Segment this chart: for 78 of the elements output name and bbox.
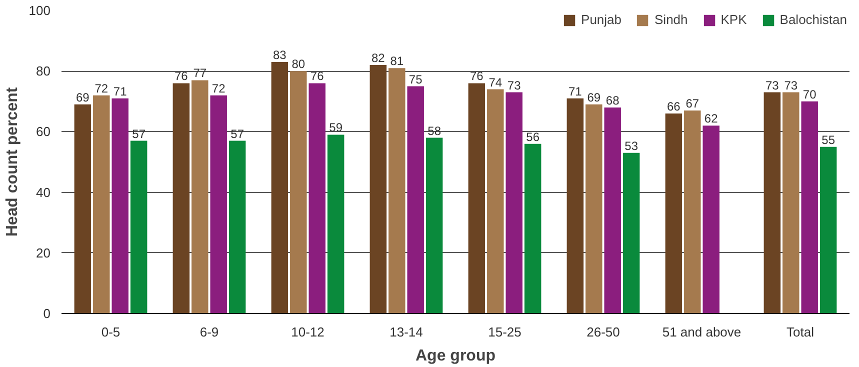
data-label: 67 — [686, 96, 700, 110]
data-label: 82 — [372, 51, 386, 66]
bar — [524, 144, 542, 314]
x-tick-label: 15-25 — [488, 324, 522, 340]
bar — [93, 95, 110, 314]
bar — [112, 98, 128, 314]
bar — [370, 65, 387, 314]
bar — [684, 110, 701, 314]
x-tick-label: Total — [786, 324, 814, 340]
bar — [622, 152, 640, 314]
legend-label: Balochistan — [780, 12, 847, 27]
y-tick-label: 60 — [36, 124, 51, 140]
y-tick-label: 40 — [36, 184, 51, 200]
bar — [74, 104, 92, 314]
bar — [506, 92, 522, 314]
y-tick-label: 0 — [43, 306, 51, 321]
x-tick-label: 6-9 — [200, 324, 219, 340]
data-label: 53 — [624, 138, 638, 153]
x-tick-label: 26-50 — [586, 324, 620, 340]
bar — [566, 98, 584, 314]
data-label: 72 — [212, 81, 226, 96]
data-label: 76 — [310, 69, 324, 84]
bar — [271, 62, 288, 314]
bar — [388, 68, 406, 314]
data-label: 74 — [488, 75, 502, 90]
bar — [820, 146, 837, 314]
data-label: 73 — [766, 78, 780, 92]
x-tick-label: 10-12 — [291, 324, 324, 340]
bar — [604, 107, 621, 314]
bar — [407, 86, 424, 314]
y-tick-label: 20 — [36, 245, 51, 260]
bar — [192, 80, 208, 314]
data-label: 76 — [174, 69, 188, 84]
data-label: 59 — [329, 120, 343, 135]
bar — [210, 95, 227, 314]
data-label: 62 — [704, 112, 718, 126]
legend-label: Sindh — [654, 12, 688, 27]
data-label: 68 — [606, 93, 620, 108]
bar — [130, 140, 148, 314]
bar — [782, 92, 800, 314]
data-label: 72 — [94, 81, 108, 96]
data-label: 71 — [568, 84, 582, 98]
bar — [487, 89, 504, 314]
bar — [586, 104, 602, 314]
data-label: 83 — [273, 48, 287, 62]
data-label: 69 — [76, 90, 90, 104]
bar — [764, 92, 781, 314]
data-label: 66 — [667, 100, 681, 114]
bar — [290, 71, 307, 314]
data-label: 71 — [113, 84, 128, 98]
data-label: 80 — [292, 57, 306, 72]
data-label: 55 — [822, 132, 836, 147]
data-label: 70 — [802, 87, 817, 102]
data-label: 73 — [784, 78, 798, 92]
data-label: 75 — [408, 72, 423, 86]
y-axis-title: Head count percent — [4, 86, 21, 237]
x-tick-label: 51 and above — [662, 324, 742, 340]
data-label: 73 — [507, 78, 522, 92]
data-label: 56 — [526, 130, 540, 144]
data-label: 76 — [470, 69, 484, 84]
bar — [665, 114, 682, 314]
x-tick-label: 0-5 — [101, 324, 120, 340]
y-tick-label: 80 — [36, 64, 51, 79]
bar — [426, 138, 443, 314]
x-tick-label: 13-14 — [390, 324, 423, 340]
bar — [327, 134, 344, 314]
bar — [172, 83, 190, 314]
data-label: 81 — [390, 54, 404, 68]
data-label: 69 — [587, 90, 601, 104]
x-axis-title: Age group — [416, 348, 496, 364]
bar — [801, 101, 818, 314]
bar — [468, 83, 486, 314]
bar — [228, 140, 246, 314]
y-tick-label: 100 — [28, 3, 51, 18]
bar — [702, 126, 720, 314]
bar — [308, 83, 326, 314]
legend-label: KPK — [720, 12, 747, 27]
legend-label: Punjab — [581, 12, 622, 27]
